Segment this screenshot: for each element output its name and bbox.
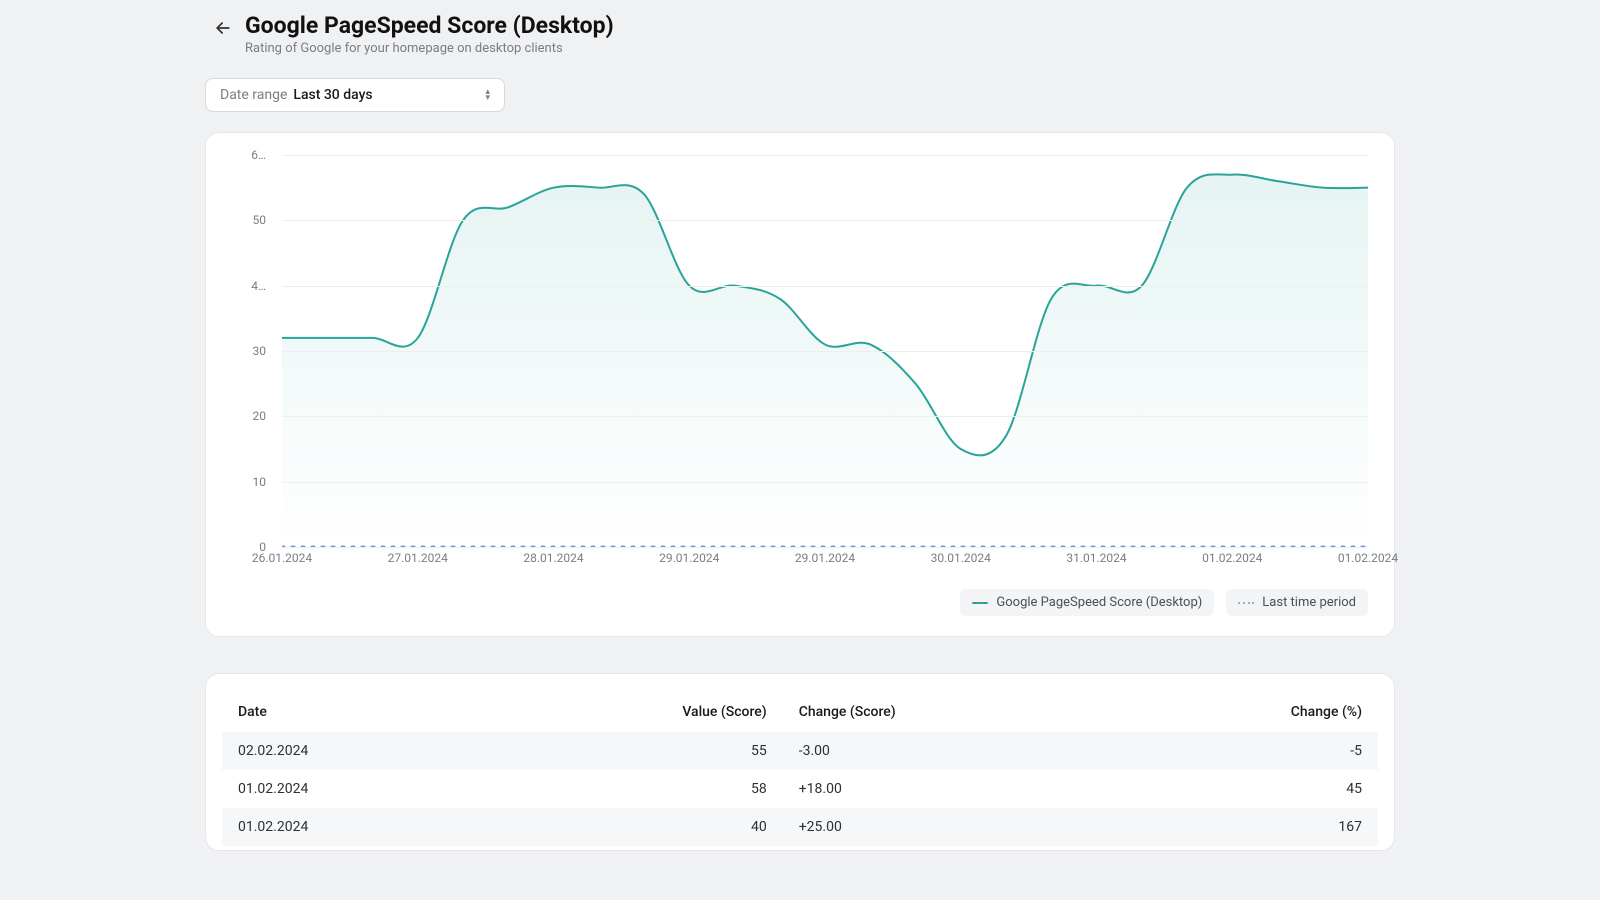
table-body: 02.02.202455-3.00-501.02.202458+18.00450… — [222, 732, 1378, 846]
gridline — [282, 286, 1368, 287]
table-row: 01.02.202440+25.00167 — [222, 808, 1378, 846]
plot-area — [282, 155, 1368, 547]
x-tick-label: 31.01.2024 — [1066, 551, 1126, 565]
table-cell: 01.02.2024 — [222, 808, 484, 846]
table-cell: 40 — [484, 808, 782, 846]
x-tick-label: 01.02.2024 — [1338, 551, 1398, 565]
table-header-row: DateValue (Score)Change (Score)Change (%… — [222, 692, 1378, 732]
chevron-up-down-icon: ▴▾ — [485, 89, 490, 101]
chart-area-fill — [282, 174, 1368, 547]
data-table-card: DateValue (Score)Change (Score)Change (%… — [205, 673, 1395, 851]
table-row: 02.02.202455-3.00-5 — [222, 732, 1378, 770]
y-tick-label: 6… — [251, 148, 266, 162]
gridline — [282, 220, 1368, 221]
y-tick-label: 20 — [253, 409, 267, 423]
y-tick-label: 50 — [253, 213, 267, 227]
table-column-header: Change (%) — [1113, 692, 1378, 732]
table-cell: 01.02.2024 — [222, 770, 484, 808]
table-cell: 58 — [484, 770, 782, 808]
legend-label: Google PageSpeed Score (Desktop) — [996, 595, 1202, 610]
page-title: Google PageSpeed Score (Desktop) — [245, 12, 614, 39]
x-tick-label: 30.01.2024 — [931, 551, 991, 565]
page-subtitle: Rating of Google for your homepage on de… — [245, 41, 614, 56]
chart-card: 6…504…3020100 26.01.202427.01.202428.01.… — [205, 132, 1395, 637]
page-header: Google PageSpeed Score (Desktop) Rating … — [205, 12, 1395, 56]
legend-item-baseline[interactable]: Last time period — [1226, 589, 1368, 616]
table-cell: +25.00 — [783, 808, 1114, 846]
chart-legend: Google PageSpeed Score (Desktop) Last ti… — [232, 589, 1368, 616]
x-tick-label: 01.02.2024 — [1202, 551, 1262, 565]
x-tick-label: 26.01.2024 — [252, 551, 312, 565]
table-column-header: Change (Score) — [783, 692, 1114, 732]
table-column-header: Value (Score) — [484, 692, 782, 732]
table-row: 01.02.202458+18.0045 — [222, 770, 1378, 808]
y-tick-label: 10 — [253, 475, 267, 489]
table-cell: 55 — [484, 732, 782, 770]
x-tick-label: 29.01.2024 — [795, 551, 855, 565]
gridline — [282, 155, 1368, 156]
legend-swatch-icon — [1238, 602, 1254, 604]
table-cell: 45 — [1113, 770, 1378, 808]
date-range-label: Date range — [220, 87, 287, 103]
gridline — [282, 482, 1368, 483]
gridline — [282, 416, 1368, 417]
gridline — [282, 547, 1368, 548]
table-cell: +18.00 — [783, 770, 1114, 808]
back-arrow-icon[interactable] — [213, 18, 233, 38]
date-range-value: Last 30 days — [293, 87, 372, 103]
chart-area: 6…504…3020100 26.01.202427.01.202428.01.… — [232, 155, 1368, 575]
legend-label: Last time period — [1262, 595, 1356, 610]
y-tick-label: 30 — [253, 344, 267, 358]
x-tick-label: 29.01.2024 — [659, 551, 719, 565]
table-cell: 167 — [1113, 808, 1378, 846]
table-cell: -5 — [1113, 732, 1378, 770]
date-range-select[interactable]: Date range Last 30 days ▴▾ — [205, 78, 505, 112]
x-axis: 26.01.202427.01.202428.01.202429.01.2024… — [282, 551, 1368, 575]
table-column-header: Date — [222, 692, 484, 732]
table-cell: -3.00 — [783, 732, 1114, 770]
data-table: DateValue (Score)Change (Score)Change (%… — [222, 692, 1378, 846]
x-tick-label: 28.01.2024 — [523, 551, 583, 565]
table-cell: 02.02.2024 — [222, 732, 484, 770]
legend-item-series[interactable]: Google PageSpeed Score (Desktop) — [960, 589, 1214, 616]
x-tick-label: 27.01.2024 — [388, 551, 448, 565]
y-tick-label: 4… — [251, 279, 266, 293]
y-axis: 6…504…3020100 — [232, 155, 272, 547]
legend-swatch-icon — [972, 602, 988, 604]
gridline — [282, 351, 1368, 352]
